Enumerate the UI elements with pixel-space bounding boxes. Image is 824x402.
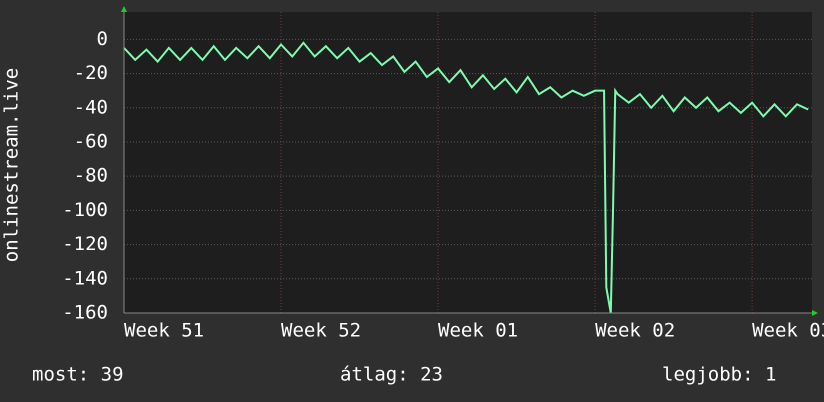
y-tick-label: -100 <box>62 199 108 221</box>
x-tick-label: Week 51 <box>124 320 204 342</box>
y-tick-label: -80 <box>74 165 108 187</box>
x-tick-label: Week 01 <box>438 320 518 342</box>
y-tick-label: -40 <box>74 96 108 118</box>
y-axis-label: onlinestream.live <box>1 68 23 262</box>
footer-best: legjobb: 1 <box>662 364 776 386</box>
y-tick-label: -120 <box>62 233 108 255</box>
data-line <box>123 41 809 314</box>
y-tick-label: -20 <box>74 62 108 84</box>
y-tick-label: -160 <box>62 302 108 324</box>
axis-arrow <box>812 310 818 316</box>
y-tick-label: -60 <box>74 130 108 152</box>
x-tick-label: Week 52 <box>281 320 361 342</box>
y-tick-label: -140 <box>62 267 108 289</box>
footer-average: átlag: 23 <box>340 364 443 386</box>
marks <box>123 41 809 314</box>
x-tick-label: Week 02 <box>595 320 675 342</box>
axis-arrow <box>121 6 127 12</box>
y-tick-label: 0 <box>97 28 108 50</box>
footer-current: most: 39 <box>32 364 124 386</box>
x-tick-label: Week 03 <box>752 320 824 342</box>
plot-area <box>124 12 812 313</box>
